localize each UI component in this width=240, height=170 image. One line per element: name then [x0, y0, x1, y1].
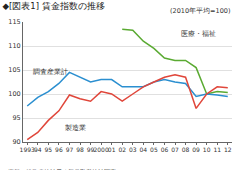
svg-text:2000: 2000 — [93, 146, 108, 153]
svg-text:105: 105 — [8, 66, 20, 74]
svg-text:04: 04 — [140, 146, 148, 153]
svg-text:(2010年平均=100): (2010年平均=100) — [170, 7, 230, 15]
svg-text:03: 03 — [129, 146, 137, 153]
svg-text:99: 99 — [87, 146, 95, 153]
svg-text:08: 08 — [182, 146, 190, 153]
svg-text:110: 110 — [8, 42, 20, 50]
svg-text:95: 95 — [45, 146, 53, 153]
svg-text:12: 12 — [224, 146, 232, 153]
svg-text:90: 90 — [12, 138, 20, 146]
svg-text:115: 115 — [8, 18, 20, 26]
svg-text:07: 07 — [171, 146, 179, 153]
svg-text:97: 97 — [66, 146, 74, 153]
svg-text:05: 05 — [150, 146, 158, 153]
svg-text:10: 10 — [203, 146, 211, 153]
svg-text:94: 94 — [34, 146, 42, 153]
svg-text:98: 98 — [76, 146, 84, 153]
svg-text:09: 09 — [192, 146, 200, 153]
svg-text:資料：総務省統計局「毎月勤労統計調査」: 資料：総務省統計局「毎月勤労統計調査」 — [8, 168, 122, 170]
svg-text:1993: 1993 — [20, 146, 35, 153]
svg-text:医療・福祉: 医療・福祉 — [181, 30, 216, 38]
svg-text:◆[図表1] 賃金指数の推移: ◆[図表1] 賃金指数の推移 — [2, 1, 104, 11]
svg-text:95: 95 — [12, 114, 20, 122]
svg-text:製造業: 製造業 — [65, 124, 86, 132]
svg-text:100: 100 — [8, 90, 20, 98]
svg-text:01: 01 — [108, 146, 116, 153]
svg-text:06: 06 — [161, 146, 169, 153]
svg-text:調査産業計: 調査産業計 — [33, 68, 68, 76]
svg-text:96: 96 — [55, 146, 63, 153]
svg-text:02: 02 — [118, 146, 126, 153]
svg-text:11: 11 — [213, 146, 221, 153]
